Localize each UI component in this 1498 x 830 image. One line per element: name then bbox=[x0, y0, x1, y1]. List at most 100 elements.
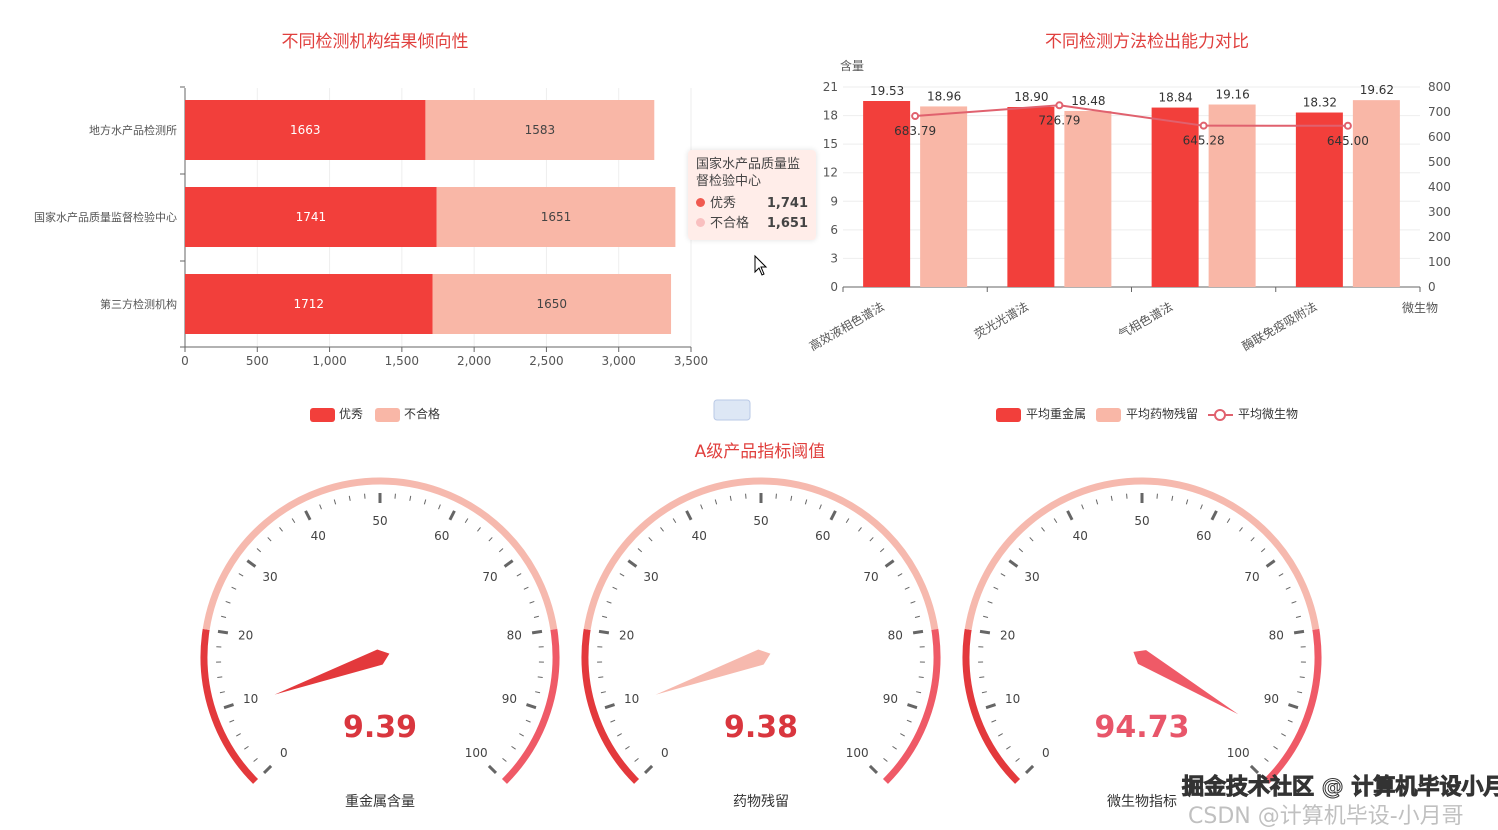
gauge-tick bbox=[900, 734, 904, 736]
line-label: 645.00 bbox=[1327, 134, 1369, 148]
legend-label: 平均重金属 bbox=[1026, 406, 1086, 421]
gauge-tick bbox=[1261, 549, 1265, 552]
gauge-tick bbox=[907, 720, 912, 722]
y2-tick-label: 300 bbox=[1428, 205, 1451, 219]
gauge-tick bbox=[534, 616, 539, 617]
gauge-tick bbox=[979, 677, 984, 678]
y-axis-name: 含量 bbox=[840, 58, 864, 73]
y-tick-label: 3 bbox=[830, 251, 838, 265]
bar-drug-residue bbox=[1209, 105, 1256, 287]
gauge-tick-label: 30 bbox=[1024, 570, 1039, 584]
tooltip-series: 不合格 bbox=[710, 216, 749, 231]
x-tick-label: 荧光光谱法 bbox=[972, 299, 1031, 341]
gauge-tick bbox=[279, 527, 282, 531]
gauge-tick bbox=[1030, 537, 1033, 541]
legend-label: 平均药物残留 bbox=[1126, 407, 1198, 421]
gauge-tick bbox=[886, 561, 894, 567]
gauge-tick bbox=[1279, 574, 1283, 577]
gauge-tick bbox=[831, 511, 836, 520]
gauge-tick bbox=[1292, 601, 1297, 603]
gauge-band-mid bbox=[968, 481, 1316, 629]
gauge-tick bbox=[905, 587, 910, 589]
gauge-tick bbox=[1006, 746, 1010, 749]
bar-label: 19.62 bbox=[1360, 83, 1394, 97]
gauge-tick bbox=[1251, 537, 1254, 541]
gauge-tick bbox=[625, 746, 629, 749]
gauge-tick bbox=[599, 631, 609, 633]
line-point bbox=[1056, 102, 1062, 108]
gauge-tick bbox=[1294, 631, 1304, 633]
line-label: 683.79 bbox=[894, 124, 936, 138]
x-tick-label: 酶联免疫吸附法 bbox=[1239, 299, 1319, 354]
y2-tick-label: 700 bbox=[1428, 105, 1451, 119]
gauge-tick bbox=[221, 616, 226, 617]
gauge-tick bbox=[526, 720, 531, 722]
y2-axis-name: 微生物 bbox=[1402, 301, 1438, 315]
gauge-tick bbox=[980, 631, 990, 633]
gauge-tick bbox=[613, 587, 618, 589]
chart-title: 不同检测机构结果倾向性 bbox=[282, 32, 469, 52]
legend-line-icon bbox=[1215, 410, 1225, 420]
gauge-tick bbox=[1016, 758, 1020, 761]
series-dot-icon bbox=[696, 218, 705, 227]
y-tick-label: 18 bbox=[823, 109, 838, 123]
gauge-tick bbox=[884, 758, 888, 761]
gauge-tick bbox=[489, 766, 496, 773]
gauge-tick bbox=[218, 631, 228, 633]
gauge-tick bbox=[410, 496, 411, 501]
gauge-tick bbox=[660, 527, 663, 531]
gauge-tick bbox=[907, 705, 917, 708]
gauge-tick-label: 10 bbox=[243, 692, 258, 706]
legend-swatch bbox=[310, 408, 335, 422]
line-point bbox=[1201, 123, 1207, 129]
gauge-tick bbox=[638, 549, 642, 552]
legend-swatch bbox=[996, 408, 1021, 422]
gauge-tick-label: 0 bbox=[1042, 746, 1050, 760]
gauge-tick bbox=[239, 574, 243, 577]
gauge-tick bbox=[601, 692, 606, 693]
gauge-tick bbox=[911, 601, 916, 603]
gauge-tick bbox=[257, 549, 261, 552]
gauge-tick bbox=[916, 692, 921, 693]
series-dot-icon bbox=[696, 198, 705, 207]
gauge-tick bbox=[620, 574, 624, 577]
gauge-tick-label: 70 bbox=[1244, 570, 1259, 584]
bar-label: 19.16 bbox=[1215, 88, 1249, 102]
tooltip-value: 1,651 bbox=[767, 214, 808, 234]
gauge-name: 重金属含量 bbox=[345, 794, 415, 810]
chart-title: A级产品指标阈值 bbox=[695, 442, 826, 462]
gauge-tick bbox=[220, 692, 225, 693]
y2-tick-label: 0 bbox=[1428, 280, 1436, 294]
gauge-tick-label: 60 bbox=[815, 529, 830, 543]
gauge-tick-label: 70 bbox=[482, 570, 497, 584]
gauge-tick bbox=[1019, 549, 1023, 552]
gauge-band-mid bbox=[206, 481, 554, 629]
x-tick-label: 3,000 bbox=[602, 354, 636, 368]
y-tick-label: 地方水产品检测所 bbox=[89, 123, 177, 137]
x-tick-label: 3,500 bbox=[674, 354, 708, 368]
gauge-tick bbox=[334, 500, 335, 505]
legend-label: 平均微生物 bbox=[1238, 407, 1298, 421]
bar-drug-residue bbox=[1353, 100, 1400, 287]
legend-label: 优秀 bbox=[339, 407, 363, 421]
gauge-tick-label: 70 bbox=[863, 570, 878, 584]
gauge-tick-label: 10 bbox=[624, 692, 639, 706]
gauge-tick bbox=[1009, 561, 1017, 567]
gauge-tick bbox=[1212, 511, 1217, 520]
gauge-band-mid bbox=[587, 481, 935, 629]
cursor-icon bbox=[755, 256, 766, 275]
gauge-tick bbox=[1186, 500, 1187, 505]
gauge-tick bbox=[538, 677, 543, 678]
gauge-tick bbox=[986, 705, 996, 708]
y-tick-label: 15 bbox=[823, 137, 838, 151]
gauge-tick-label: 20 bbox=[1000, 629, 1015, 643]
bar-label: 1663 bbox=[290, 123, 321, 137]
gauge-tick bbox=[605, 705, 615, 708]
gauge-tick bbox=[349, 496, 350, 501]
tooltip-series: 优秀 bbox=[710, 196, 736, 211]
gauge-tick bbox=[1082, 505, 1084, 510]
x-tick-label: 500 bbox=[246, 354, 269, 368]
y-tick-label: 21 bbox=[823, 80, 838, 94]
gauge-tick-label: 100 bbox=[846, 746, 869, 760]
